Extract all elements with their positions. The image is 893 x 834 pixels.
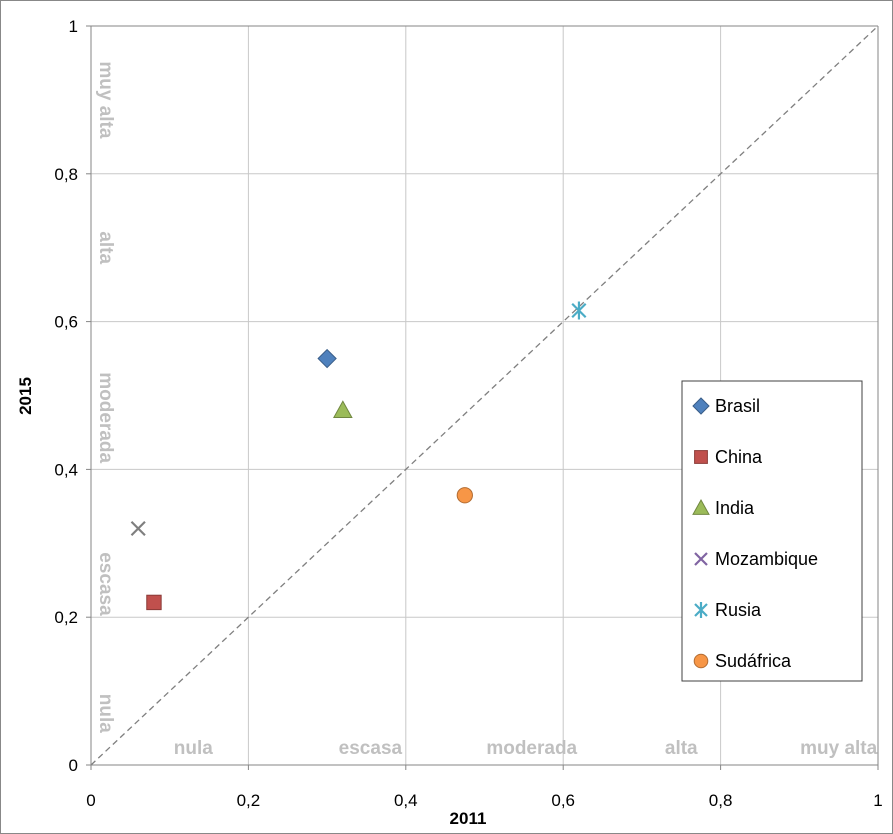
- tick-labels: 0 0,2 0,4 0,6 0,8 1 0 0,2 0,4 0,6 0,8 1: [54, 17, 882, 810]
- y-tick-label: 0,4: [54, 460, 78, 479]
- x-band-label: alta: [665, 738, 698, 759]
- y-band-label: nula: [95, 694, 116, 733]
- legend-label-china: China: [715, 447, 763, 467]
- x-tick-label: 0: [86, 791, 95, 810]
- y-tick-label: 0,6: [54, 313, 78, 332]
- data-point-rusia: [571, 301, 587, 320]
- y-tick-label: 0,8: [54, 165, 78, 184]
- x-band-label: moderada: [486, 738, 577, 759]
- x-band-label: muy alta: [800, 738, 878, 759]
- legend-label-rusia: Rusia: [715, 600, 762, 620]
- data-point-india: [332, 400, 353, 418]
- y-band-label: muy alta: [95, 61, 116, 139]
- y-band-label: escasa: [95, 552, 116, 616]
- x-tick-label: 1: [873, 791, 882, 810]
- legend-marker-rusia: [694, 602, 708, 618]
- axes: [90, 25, 879, 766]
- legend-marker-india: [692, 498, 710, 515]
- x-tick-label: 0,4: [394, 791, 418, 810]
- y-band-label: alta: [95, 231, 116, 264]
- x-tick-label: 0,6: [551, 791, 575, 810]
- legend-label-brasil: Brasil: [715, 396, 760, 416]
- x-band-label: nula: [174, 738, 213, 759]
- y-tick-label: 0: [69, 756, 78, 775]
- legend-label-sudáfrica: Sudáfrica: [715, 651, 792, 671]
- y-tick-label: 0,2: [54, 608, 78, 627]
- legend-label-india: India: [715, 498, 755, 518]
- y-axis-title: 2015: [16, 377, 35, 415]
- legend: Brasil China India Mozambique Rusia Sudáfrica: [681, 380, 863, 682]
- data-point-sudáfrica: [456, 487, 473, 504]
- data-point-mozambique: [130, 520, 146, 537]
- legend-marker-mozambique: [694, 552, 708, 566]
- y-tick-label: 1: [69, 17, 78, 36]
- x-tick-label: 0,8: [709, 791, 733, 810]
- legend-marker-china: [694, 450, 708, 464]
- legend-box: [681, 380, 863, 682]
- band-labels: nula escasa moderada alta muy alta nula escasa…: [95, 61, 878, 759]
- x-axis-title: 2011: [450, 809, 487, 828]
- y-band-label: moderada: [95, 372, 116, 463]
- legend-label-mozambique: Mozambique: [715, 549, 818, 569]
- data-point-brasil: [317, 348, 337, 369]
- legend-marker-brasil: [692, 397, 710, 415]
- data-points: [130, 301, 587, 611]
- x-tick-label: 0,2: [237, 791, 261, 810]
- data-point-china: [146, 594, 162, 611]
- x-band-label: escasa: [339, 738, 403, 759]
- legend-marker-sudáfrica: [693, 653, 709, 669]
